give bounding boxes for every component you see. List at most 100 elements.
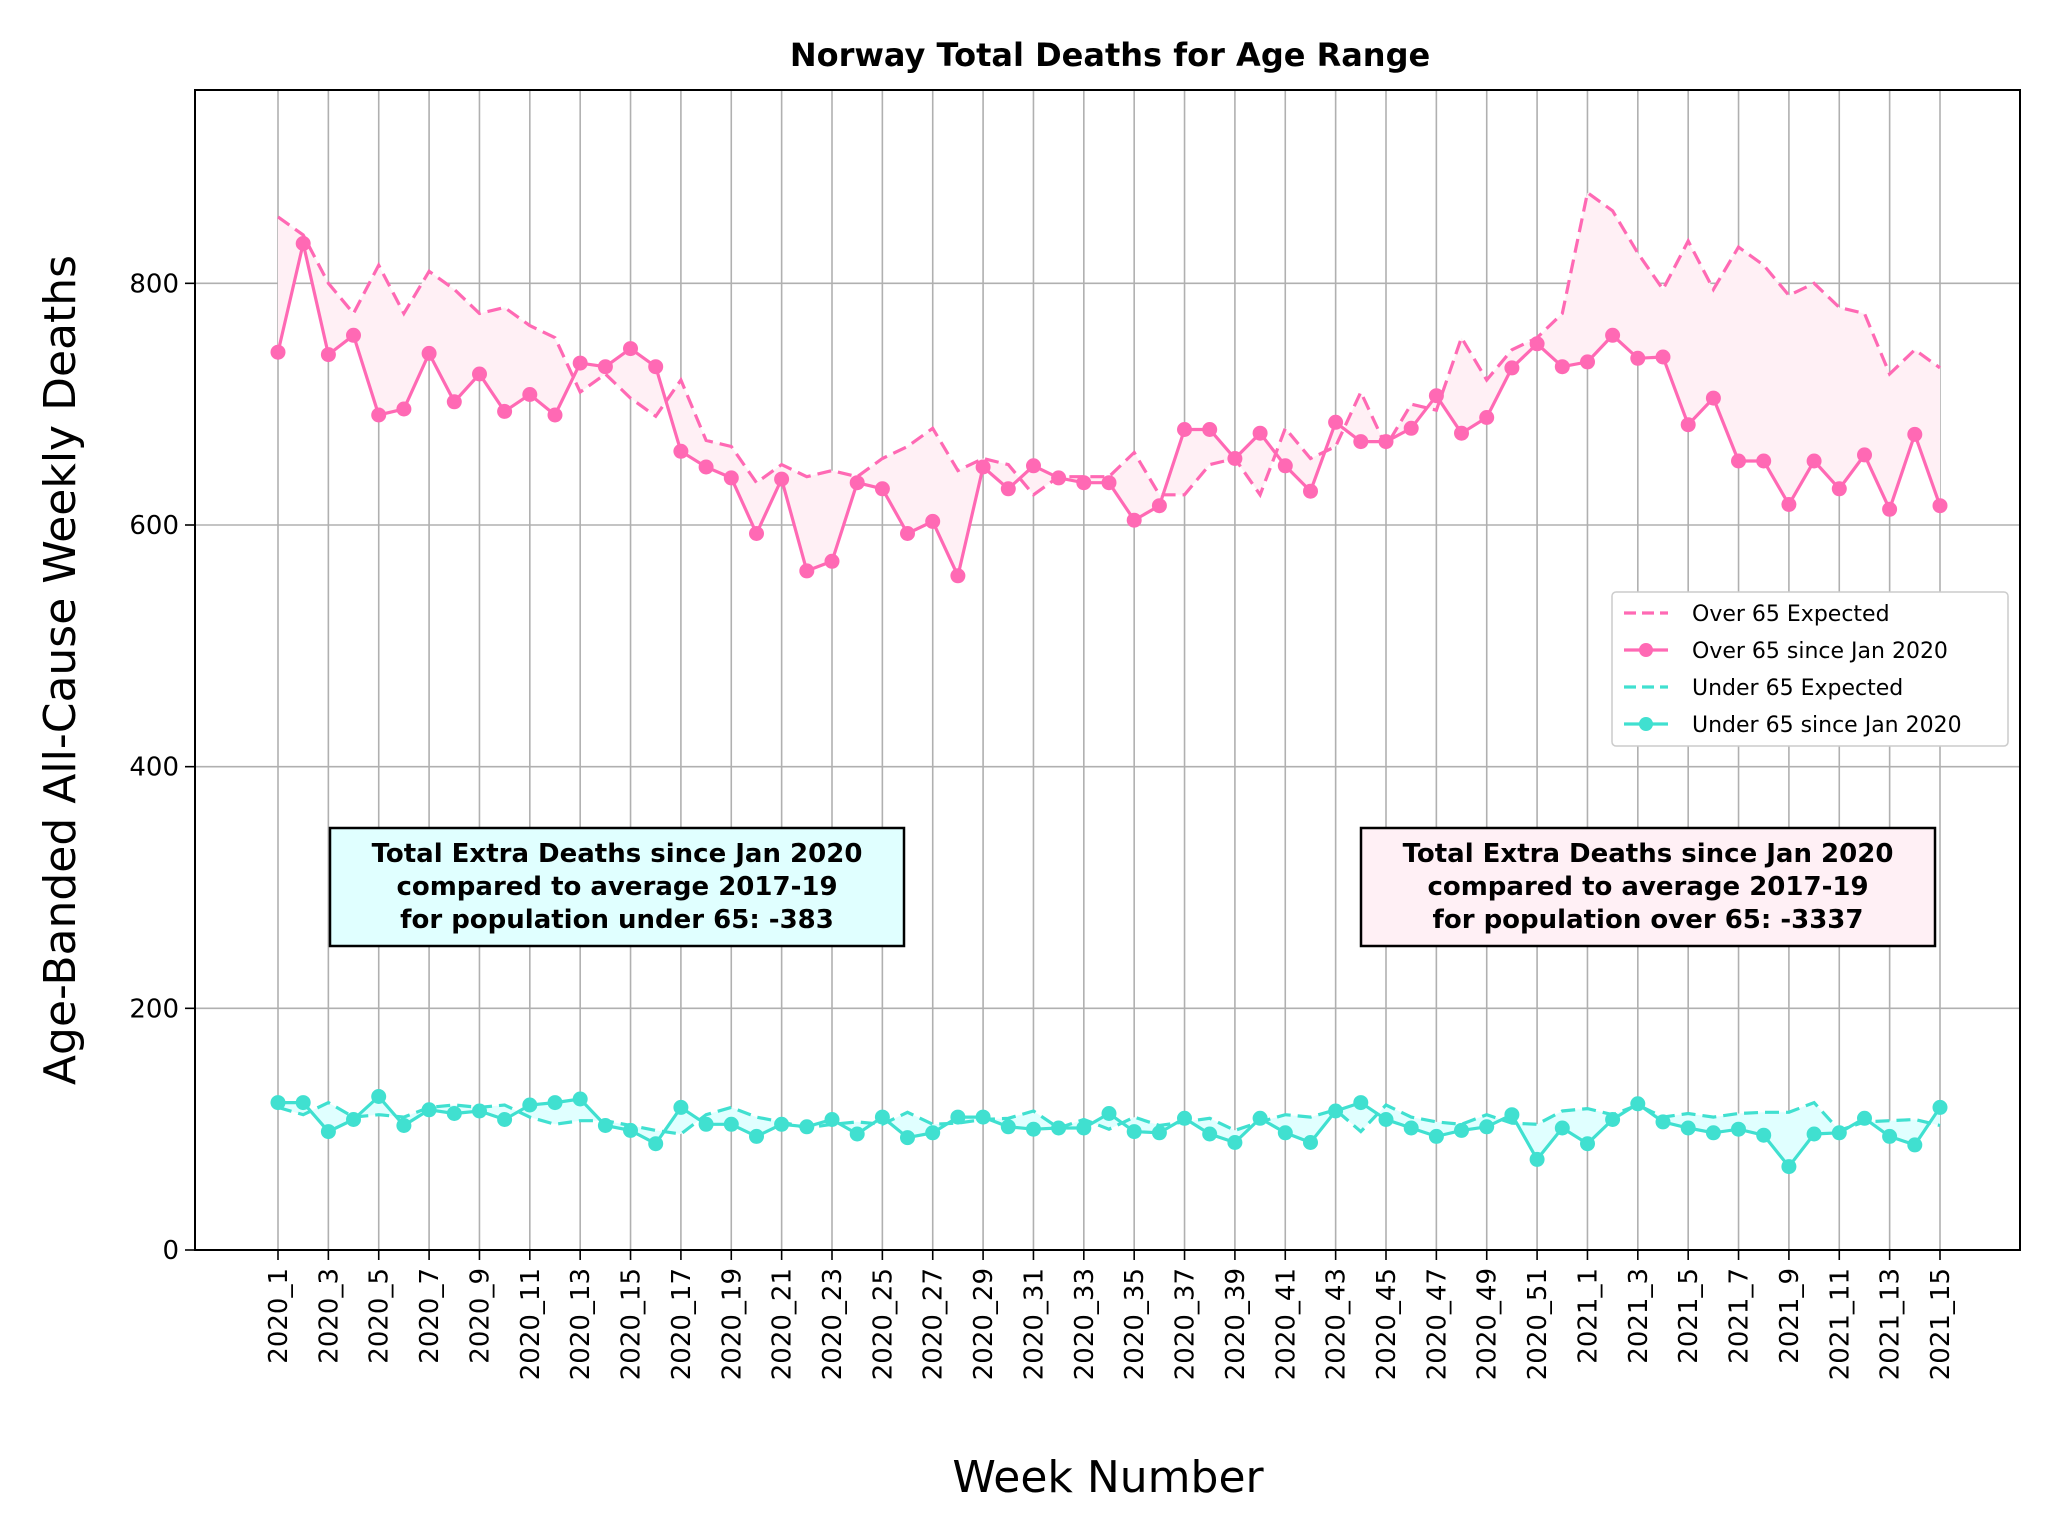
data-point <box>572 355 588 371</box>
legend: Over 65 Expected Over 65 since Jan 2020 Un… <box>1611 591 2009 747</box>
y-axis-label: Age-Banded All-Cause Weekly Deaths <box>35 255 86 1085</box>
data-point <box>1680 417 1696 433</box>
data-point <box>648 1136 664 1152</box>
annotation-text: for population over 65: -3337 <box>1433 905 1864 935</box>
x-tick-label: 2020_29 <box>969 1268 999 1380</box>
data-point <box>824 553 840 569</box>
x-tick-label: 2021_5 <box>1674 1268 1704 1364</box>
data-point <box>295 1095 311 1111</box>
data-point <box>320 1124 336 1140</box>
data-point <box>1630 350 1646 366</box>
annotation-text: Total Extra Deaths since Jan 2020 <box>1403 839 1894 869</box>
data-point <box>1605 327 1621 343</box>
x-tick-label: 2020_51 <box>1523 1268 1553 1380</box>
x-tick-label: 2020_21 <box>768 1268 798 1380</box>
y-tick-label: 600 <box>129 511 179 541</box>
data-point <box>446 394 462 410</box>
legend-label: Under 65 since Jan 2020 <box>1692 713 1962 738</box>
x-tick-label: 2020_45 <box>1372 1268 1402 1380</box>
data-point <box>749 526 764 541</box>
annotations: Total Extra Deaths since Jan 2020compare… <box>328 826 1937 948</box>
data-point <box>1705 1125 1721 1141</box>
data-point <box>1907 426 1923 442</box>
data-point <box>673 1099 689 1115</box>
y-tick-label: 0 <box>162 1236 179 1266</box>
x-tick-label: 2020_41 <box>1271 1268 1301 1380</box>
data-point <box>270 344 286 360</box>
data-point <box>1126 512 1142 528</box>
x-tick-label: 2020_19 <box>717 1268 747 1380</box>
data-point <box>723 1116 739 1132</box>
series-over-65-since-jan-2020 <box>270 236 1948 584</box>
data-point <box>1655 1114 1671 1130</box>
x-tick-label: 2020_15 <box>617 1268 647 1380</box>
x-tick-label: 2020_1 <box>264 1268 294 1364</box>
series-over-65-expected <box>277 189 1941 499</box>
chart-title: Norway Total Deaths for Age Range <box>790 36 1430 74</box>
data-point <box>1076 475 1092 491</box>
data-point <box>1731 1121 1746 1137</box>
data-point <box>1831 481 1847 497</box>
data-point <box>1680 1120 1696 1136</box>
data-point <box>774 471 790 487</box>
data-point <box>1605 1112 1621 1127</box>
data-point <box>1705 390 1721 406</box>
legend-entry: Under 65 Expected <box>1624 676 1903 701</box>
data-point <box>1857 1110 1872 1126</box>
data-point <box>1277 458 1293 474</box>
y-tick-label: 200 <box>129 994 179 1024</box>
data-point <box>1177 1110 1192 1126</box>
data-point <box>824 1112 840 1127</box>
data-point <box>472 1103 487 1119</box>
data-point <box>1252 1110 1268 1126</box>
x-tick-label: 2021_7 <box>1725 1268 1755 1364</box>
data-point <box>597 359 613 375</box>
x-tick-label: 2020_49 <box>1473 1268 1503 1380</box>
data-point <box>849 475 865 491</box>
data-point <box>774 1116 790 1132</box>
annotation-box <box>328 826 906 948</box>
data-point <box>1051 470 1067 486</box>
data-point <box>1101 475 1117 491</box>
annotation-text: for population under 65: -383 <box>400 905 834 935</box>
data-point <box>597 1118 613 1133</box>
legend-label: Over 65 since Jan 2020 <box>1692 639 1948 664</box>
x-tick-label: 2020_3 <box>314 1268 344 1364</box>
data-point <box>799 1119 815 1135</box>
data-point <box>1303 1135 1318 1150</box>
data-point <box>396 401 412 417</box>
x-tick-label: 2021_11 <box>1825 1268 1855 1380</box>
data-point <box>950 568 966 584</box>
data-point <box>673 443 689 459</box>
data-point <box>1504 360 1520 376</box>
data-point <box>1882 1128 1898 1144</box>
data-point <box>1328 1103 1344 1119</box>
x-tick-label: 2020_33 <box>1070 1268 1100 1380</box>
data-point <box>1101 1106 1117 1121</box>
data-point <box>1479 1119 1495 1135</box>
data-point <box>623 341 638 357</box>
data-point <box>900 1130 915 1146</box>
data-point <box>1051 1120 1067 1136</box>
y-tick-label: 800 <box>129 269 179 299</box>
data-point <box>1932 498 1948 514</box>
annotation-text: compared to average 2017-19 <box>1427 872 1868 902</box>
annotation-box <box>1359 826 1937 948</box>
data-point <box>1454 1122 1469 1138</box>
data-point <box>1202 422 1218 437</box>
y-tick-label: 400 <box>129 753 179 783</box>
x-tick-label: 2020_39 <box>1221 1268 1251 1380</box>
x-tick-label: 2020_43 <box>1322 1268 1352 1380</box>
data-point <box>1580 354 1595 370</box>
data-point <box>1026 1121 1041 1137</box>
data-point <box>1378 434 1394 450</box>
plot-frame <box>194 89 2021 1251</box>
annotation-text: compared to average 2017-19 <box>396 872 837 902</box>
data-point <box>1428 388 1444 404</box>
x-tick-label: 2020_17 <box>667 1268 697 1380</box>
x-tick-label: 2021_1 <box>1573 1268 1603 1364</box>
data-point <box>396 1118 412 1133</box>
data-point <box>1403 420 1419 436</box>
x-tick-label: 2021_15 <box>1926 1268 1956 1380</box>
